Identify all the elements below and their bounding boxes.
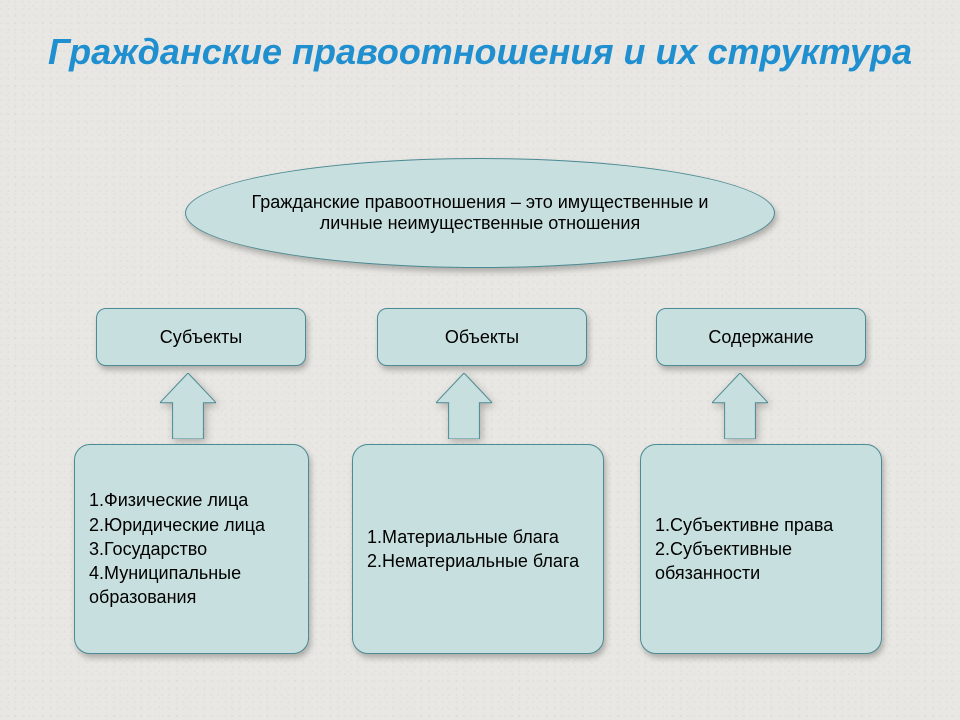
page-title: Гражданские правоотношения и их структур… [0, 30, 960, 73]
category-subjects: Субъекты [96, 308, 306, 366]
objects-detail: 1.Материальные блага2.Нематериальные бла… [352, 444, 604, 654]
subjects-detail-text: 1.Физические лица2.Юридические лица3.Гос… [75, 488, 308, 609]
canvas: Гражданские правоотношения и их структур… [0, 0, 960, 720]
arrow-content-icon [712, 373, 768, 439]
subjects-detail: 1.Физические лица2.Юридические лица3.Гос… [74, 444, 309, 654]
arrow-subjects-icon [160, 373, 216, 439]
content-detail: 1.Субъективне права2.Субъективные обязан… [640, 444, 882, 654]
definition-text: Гражданские правоотношения – это имущест… [251, 192, 710, 234]
content-detail-text: 1.Субъективне права2.Субъективные обязан… [641, 513, 881, 586]
objects-detail-text: 1.Материальные блага2.Нематериальные бла… [353, 525, 593, 574]
category-objects: Объекты [377, 308, 587, 366]
arrow-objects-icon [436, 373, 492, 439]
definition-ellipse: Гражданские правоотношения – это имущест… [185, 158, 775, 268]
category-content: Содержание [656, 308, 866, 366]
